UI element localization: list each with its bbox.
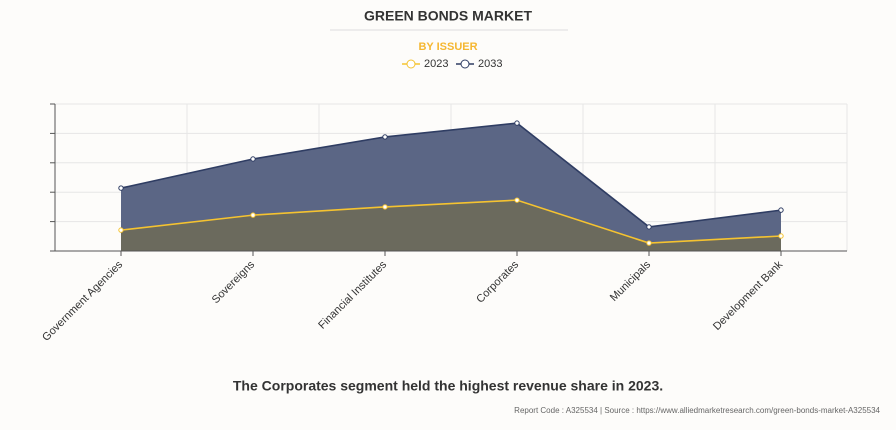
legend-label: 2023 xyxy=(424,58,448,70)
chart-title: GREEN BONDS MARKET xyxy=(364,8,532,24)
point xyxy=(250,156,256,162)
caption: The Corporates segment held the highest … xyxy=(233,378,663,394)
point xyxy=(778,207,784,213)
x-tick-label: Sovereigns xyxy=(210,258,258,306)
x-tick-label: Development Bank xyxy=(711,258,786,333)
point xyxy=(118,227,124,233)
point xyxy=(646,224,652,230)
area xyxy=(121,200,781,251)
point xyxy=(382,134,388,140)
line xyxy=(120,122,782,228)
legend-marker xyxy=(460,59,470,69)
x-tick-label: Government Agencies xyxy=(40,258,125,343)
point xyxy=(118,185,124,191)
legend-marker xyxy=(406,59,416,69)
legend-label: 2033 xyxy=(478,58,502,70)
point xyxy=(778,233,784,239)
x-tick-label: Municipals xyxy=(608,258,654,304)
x-tick-label: Financial Institutes xyxy=(316,258,389,331)
point xyxy=(514,197,520,203)
point xyxy=(250,212,256,218)
point xyxy=(382,204,388,210)
chart-subtitle: BY ISSUER xyxy=(418,41,477,53)
line xyxy=(120,199,782,244)
footer: Report Code : A325534 | Source : https:/… xyxy=(514,406,880,415)
point xyxy=(646,240,652,246)
point xyxy=(514,120,520,126)
x-tick-label: Corporates xyxy=(474,258,521,305)
